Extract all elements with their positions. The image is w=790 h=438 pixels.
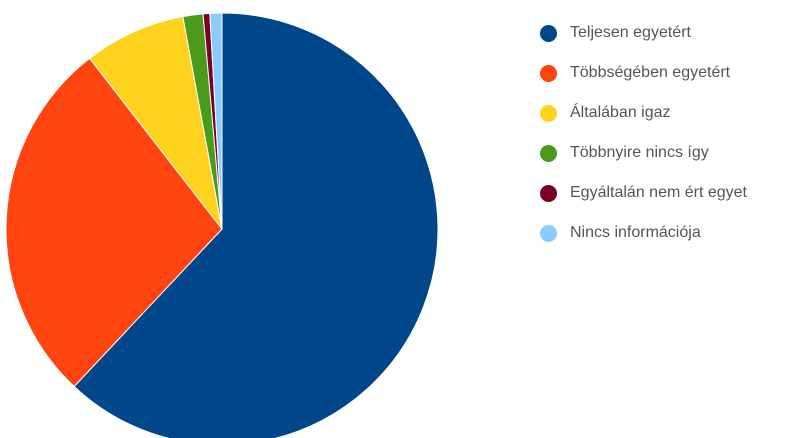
legend-label: Nincs információja: [570, 224, 701, 241]
legend-label: Többségében egyetért: [570, 64, 731, 81]
pie-slices: [5, 12, 439, 438]
legend-swatch: [540, 144, 557, 162]
legend-swatch: [540, 24, 557, 42]
legend-item[interactable]: Nincs információja: [540, 213, 747, 253]
legend-swatch: [540, 224, 557, 242]
legend-label: Általában igaz: [570, 104, 671, 121]
pie-slice[interactable]: [73, 12, 439, 438]
chart-legend: Teljesen egyetért Többségében egyetért Á…: [540, 13, 747, 253]
legend-item[interactable]: Teljesen egyetért: [540, 13, 747, 53]
pie-slice[interactable]: [88, 15, 223, 230]
pie-slice[interactable]: [209, 12, 223, 230]
legend-swatch: [540, 104, 557, 122]
legend-item[interactable]: Egyáltalán nem ért egyet: [540, 173, 747, 213]
legend-label: Többnyire nincs így: [570, 144, 709, 161]
legend-swatch: [540, 64, 557, 82]
legend-item[interactable]: Többségében egyetért: [540, 53, 747, 93]
legend-label: Egyáltalán nem ért egyet: [570, 184, 747, 201]
legend-label: Teljesen egyetért: [570, 24, 691, 41]
legend-item[interactable]: Többnyire nincs így: [540, 133, 747, 173]
legend-swatch: [540, 184, 557, 202]
pie-slice[interactable]: [5, 57, 223, 388]
legend-item[interactable]: Általában igaz: [540, 93, 747, 133]
